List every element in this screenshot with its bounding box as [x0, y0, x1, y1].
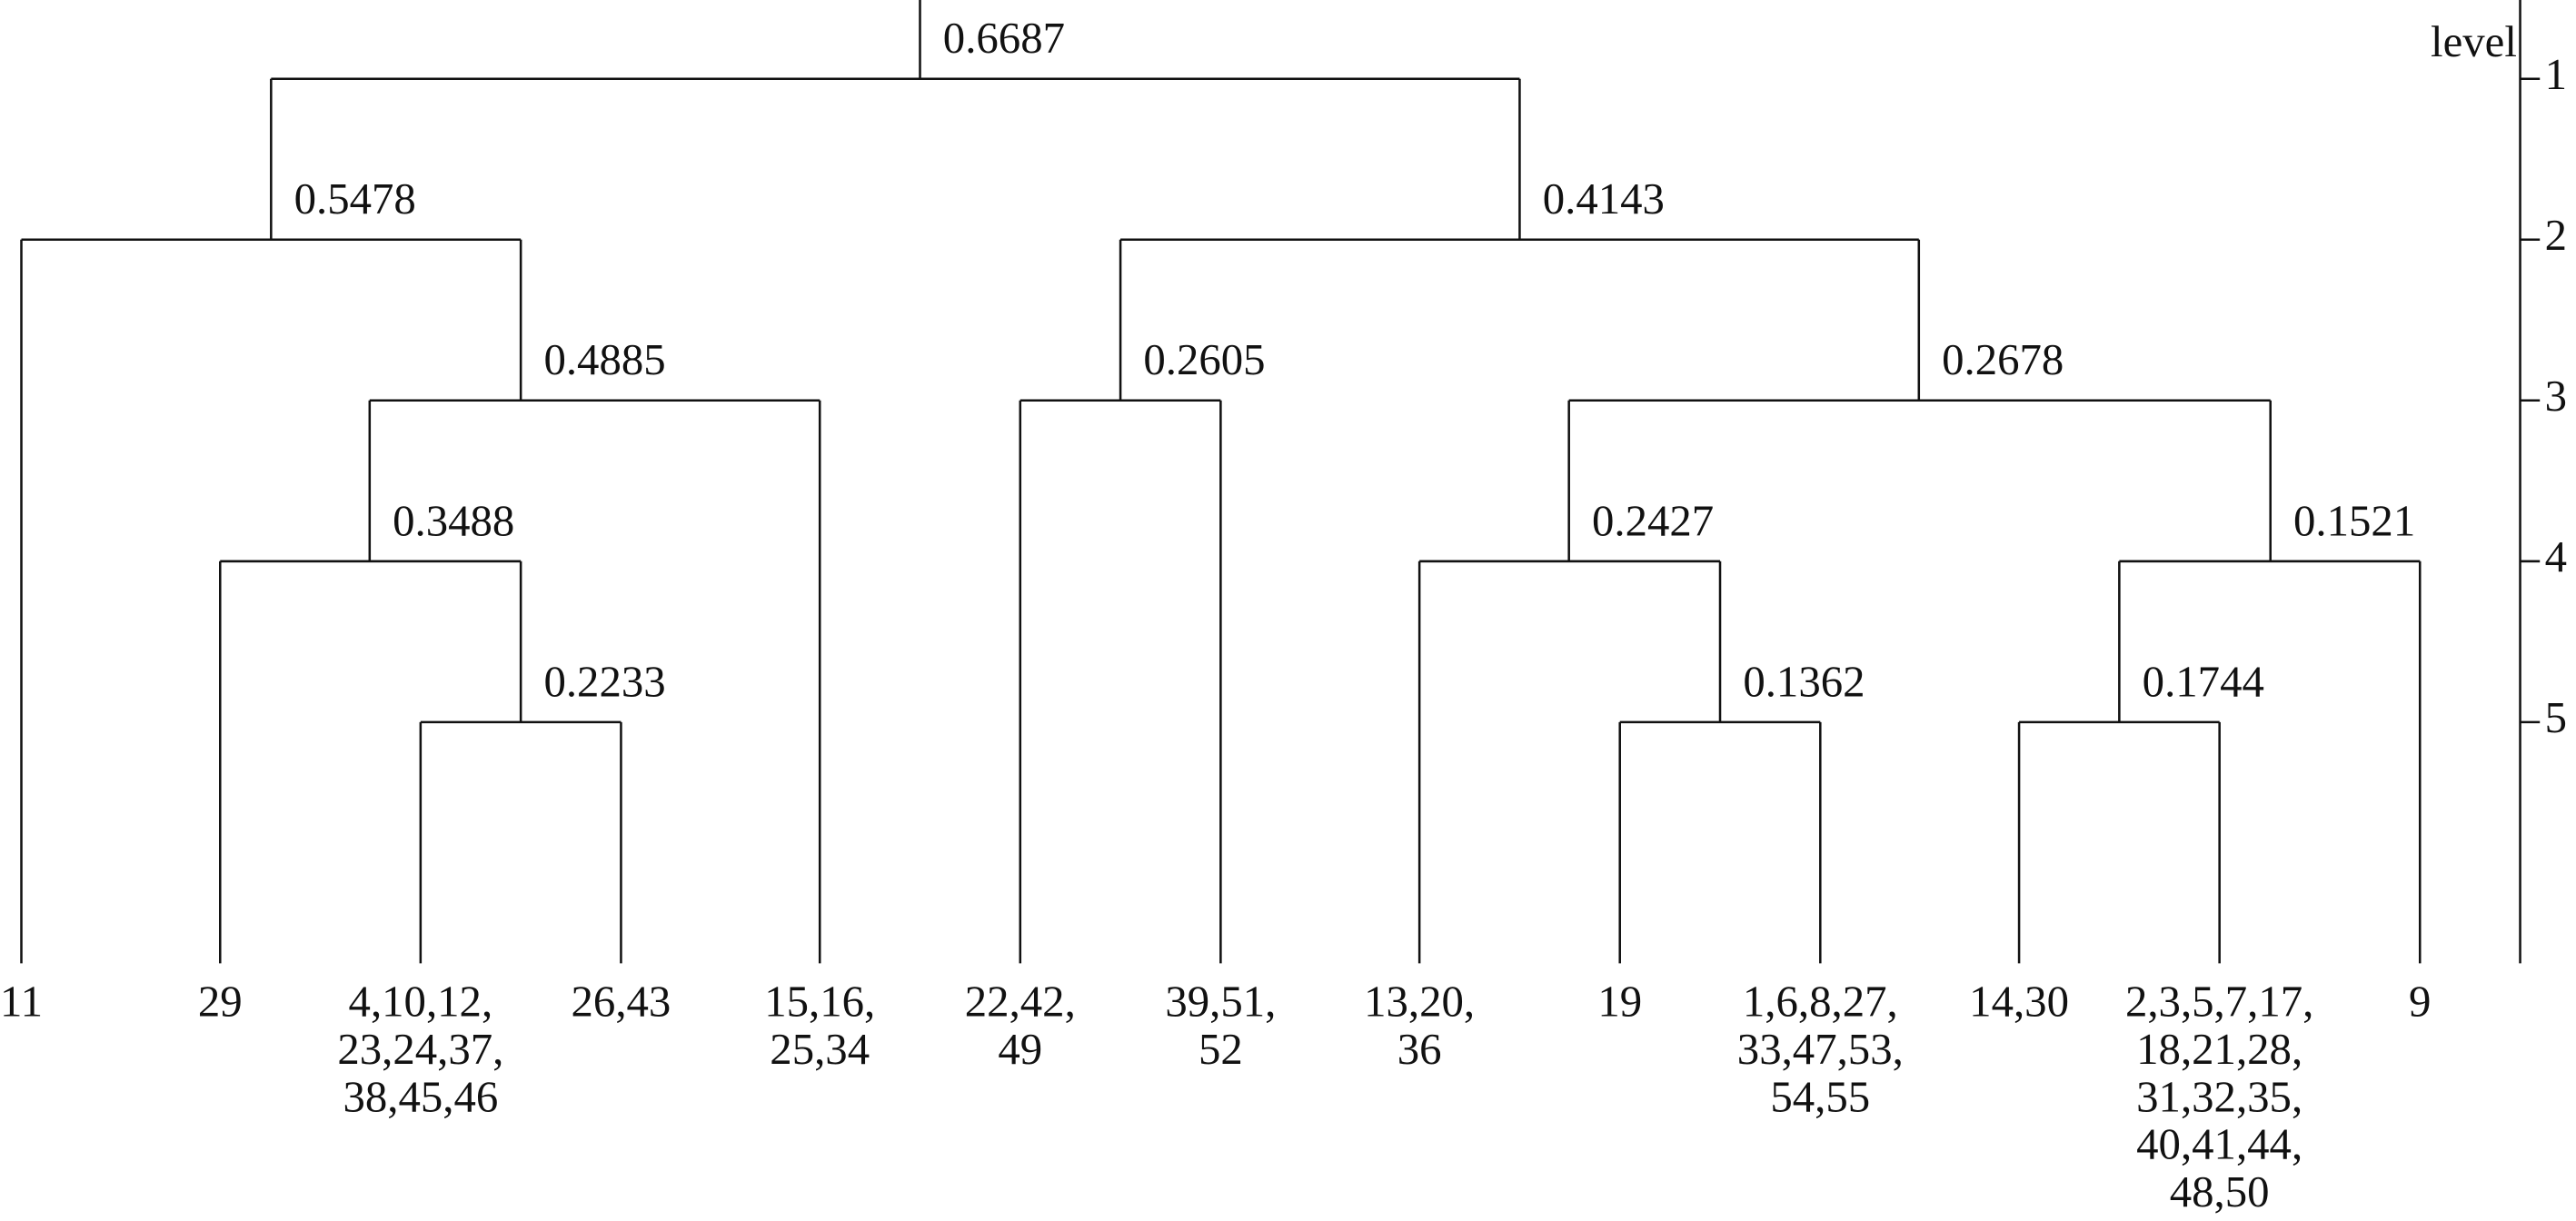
merge-label: 0.4143 — [1543, 174, 1665, 223]
leaf-label: 31,32,35, — [2136, 1072, 2302, 1121]
merge-label: 0.2233 — [543, 657, 665, 706]
axis-title: level — [2431, 17, 2517, 66]
leaf-label: 19 — [1597, 978, 1642, 1027]
leaf-label: 36 — [1397, 1025, 1442, 1074]
leaf-label: 33,47,53, — [1737, 1025, 1904, 1074]
axis-tick-label: 2 — [2545, 211, 2567, 260]
leaf-label: 2,3,5,7,17, — [2125, 978, 2313, 1027]
leaf-label: 40,41,44, — [2136, 1120, 2302, 1169]
merge-label: 0.2605 — [1143, 335, 1265, 384]
leaf-label: 39,51, — [1165, 978, 1276, 1027]
merge-label: 0.3488 — [393, 496, 514, 545]
leaf-label: 25,34 — [770, 1025, 870, 1074]
leaf-label: 49 — [998, 1025, 1042, 1074]
leaf-label: 38,45,46 — [343, 1072, 498, 1121]
merge-label: 0.1744 — [2143, 657, 2264, 706]
leaf-label: 48,50 — [2170, 1167, 2270, 1216]
leaf-label: 13,20, — [1364, 978, 1475, 1027]
merge-label: 0.6687 — [943, 14, 1065, 63]
leaf-label: 54,55 — [1770, 1072, 1870, 1121]
leaf-label: 52 — [1198, 1025, 1243, 1074]
axis-tick-label: 5 — [2545, 693, 2567, 742]
merge-label: 0.2427 — [1592, 496, 1714, 545]
axis-tick-label: 3 — [2545, 372, 2567, 421]
merge-label: 0.1521 — [2293, 496, 2415, 545]
merge-label: 0.5478 — [294, 174, 416, 223]
leaf-label: 22,42, — [965, 978, 1076, 1027]
leaf-label: 15,16, — [764, 978, 875, 1027]
leaf-label: 26,43 — [572, 978, 671, 1027]
leaf-label: 29 — [198, 978, 243, 1027]
merge-label: 0.1362 — [1743, 657, 1865, 706]
leaf-label: 18,21,28, — [2136, 1025, 2302, 1074]
leaf-label: 23,24,37, — [337, 1025, 503, 1074]
leaf-label: 4,10,12, — [349, 978, 493, 1027]
merge-label: 0.4885 — [543, 335, 665, 384]
leaf-label: 14,30 — [1969, 978, 2069, 1027]
leaf-label: 1,6,8,27, — [1743, 978, 1898, 1027]
merge-label: 0.2678 — [1942, 335, 2064, 384]
axis-tick-label: 4 — [2545, 532, 2567, 581]
axis-tick-label: 1 — [2545, 50, 2567, 99]
leaf-label: 11 — [0, 978, 43, 1027]
leaf-label: 9 — [2409, 978, 2431, 1027]
